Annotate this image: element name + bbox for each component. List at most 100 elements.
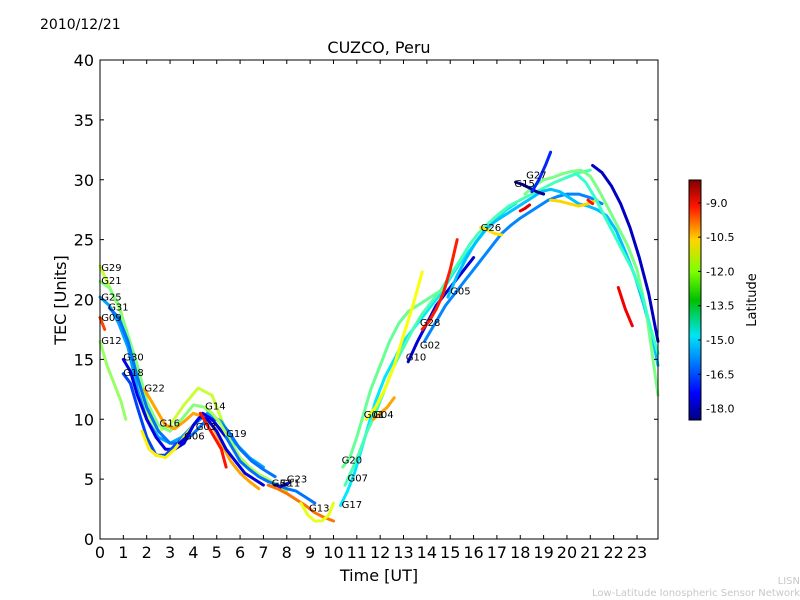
series-line-g27 <box>523 168 660 397</box>
satellite-label-g25: G25 <box>101 293 121 304</box>
x-tick-label: 3 <box>165 543 175 562</box>
y-axis-ticks: 0 5 10 15 20 25 30 35 40 <box>74 51 658 549</box>
series-line-g12 <box>98 339 128 421</box>
x-tick-label: 9 <box>305 543 315 562</box>
colorbar-label: Latitude <box>745 273 760 327</box>
x-tick-label: 20 <box>557 543 577 562</box>
y-tick-label: 20 <box>74 291 94 310</box>
colorbar-tick-label: -16.5 <box>706 368 734 381</box>
date-label: 2010/12/21 <box>40 17 121 33</box>
x-tick-label: 11 <box>347 543 367 562</box>
satellite-label-g05: G05 <box>450 287 470 298</box>
x-tick-label: 13 <box>393 543 413 562</box>
y-tick-label: 15 <box>74 350 94 369</box>
series-line-gx1 <box>530 150 553 194</box>
satellite-label-g03: G03 <box>196 422 216 433</box>
x-tick-label: 16 <box>463 543 483 562</box>
series-line-gx5 <box>565 172 660 355</box>
satellite-label-g32: G32 <box>272 478 292 489</box>
satellite-label-g10: G10 <box>406 353 426 364</box>
satellite-label-g22: G22 <box>144 384 164 395</box>
series-line-g11 <box>278 481 291 488</box>
x-axis-ticks: 0 1 2 3 4 5 6 7 8 9 10 11 12 13 14 15 16 17 18 19 20 21 22 23 <box>95 60 647 562</box>
colorbar-tick-label: -15.0 <box>706 334 734 347</box>
satellite-label-g21: G21 <box>101 276 121 287</box>
satellite-label-g29: G29 <box>101 263 121 274</box>
y-tick-label: 0 <box>84 530 94 549</box>
x-tick-label: 12 <box>370 543 390 562</box>
series-line-g22 <box>142 387 261 491</box>
series-line-gx7 <box>586 198 595 206</box>
y-tick-label: 40 <box>74 51 94 70</box>
x-tick-label: 2 <box>142 543 152 562</box>
colorbar <box>688 179 702 421</box>
x-tick-label: 17 <box>487 543 507 562</box>
satellite-label-g06: G06 <box>184 432 204 443</box>
y-tick-label: 5 <box>84 470 94 489</box>
satellite-label-g30: G30 <box>123 353 143 364</box>
satellite-label-g26: G26 <box>481 223 501 234</box>
satellite-label-g02: G02 <box>420 341 440 352</box>
x-tick-label: 6 <box>235 543 245 562</box>
satellite-label-g11: G11 <box>280 478 300 489</box>
satellite-label-g14: G14 <box>205 402 225 413</box>
series-line-g06 <box>177 415 265 487</box>
colorbar-tick-label: -18.0 <box>706 403 734 416</box>
series-line-g19 <box>224 435 317 505</box>
chart-title: CUZCO, Peru <box>327 38 430 57</box>
series-line-g05 <box>446 187 660 367</box>
x-tick-label: 18 <box>510 543 530 562</box>
satellite-label-g27: G27 <box>526 171 546 182</box>
y-axis-label: TEC [Units] <box>51 255 70 346</box>
credit-network: Low-Latitude Ionospheric Sensor Network <box>592 588 800 599</box>
satellite-label-g28: G28 <box>420 318 440 329</box>
series-line-gx6 <box>518 203 532 213</box>
series-line-g20 <box>341 286 447 469</box>
satellite-label-g23: G23 <box>287 475 307 486</box>
credit-lisn: LISN <box>777 576 800 587</box>
satellite-label-g09: G09 <box>101 313 121 324</box>
x-tick-label: 4 <box>188 543 198 562</box>
satellite-label-g31: G31 <box>108 302 128 313</box>
series-line-g15 <box>514 180 546 196</box>
satellite-label-g04: G04 <box>373 410 393 421</box>
colorbar-tick-label: -13.5 <box>706 300 734 313</box>
colorbar-tick-label: -12.0 <box>706 265 734 278</box>
series-line-g03 <box>198 411 228 469</box>
satellite-label-g18: G18 <box>123 368 143 379</box>
satellite-label-g20: G20 <box>342 456 362 467</box>
x-axis-label: Time [UT] <box>339 566 418 585</box>
y-tick-label: 30 <box>74 171 94 190</box>
x-tick-label: 22 <box>603 543 623 562</box>
x-tick-label: 10 <box>323 543 343 562</box>
x-tick-label: 8 <box>282 543 292 562</box>
series-line-g04 <box>371 396 396 421</box>
series-line-g18 <box>121 372 186 457</box>
series-line-g28 <box>420 238 459 331</box>
x-tick-label: 15 <box>440 543 460 562</box>
colorbar-tick-label: -10.5 <box>706 231 734 244</box>
series-line-gx4 <box>616 286 634 328</box>
satellite-label-g13: G13 <box>309 504 329 515</box>
x-tick-label: 7 <box>258 543 268 562</box>
y-tick-label: 35 <box>74 111 94 130</box>
series-line-gx2 <box>591 163 660 343</box>
x-tick-label: 5 <box>212 543 222 562</box>
x-tick-label: 1 <box>118 543 128 562</box>
colorbar-ticks: -9.0 -10.5 -12.0 -13.5 -15.0 -16.5 -18.0 <box>698 197 734 416</box>
series-line-g26 <box>479 226 504 237</box>
satellite-label-g17: G17 <box>342 500 362 511</box>
x-tick-label: 21 <box>580 543 600 562</box>
x-tick-label: 0 <box>95 543 105 562</box>
satellite-label-g15: G15 <box>514 179 534 190</box>
satellite-label-g16: G16 <box>160 418 180 429</box>
series-line-g01 <box>364 270 424 421</box>
y-tick-label: 25 <box>74 231 94 250</box>
satellite-label-g01: G01 <box>364 410 384 421</box>
series-line-g07 <box>343 168 592 487</box>
series-layer <box>98 150 660 523</box>
x-tick-label: 14 <box>417 543 437 562</box>
